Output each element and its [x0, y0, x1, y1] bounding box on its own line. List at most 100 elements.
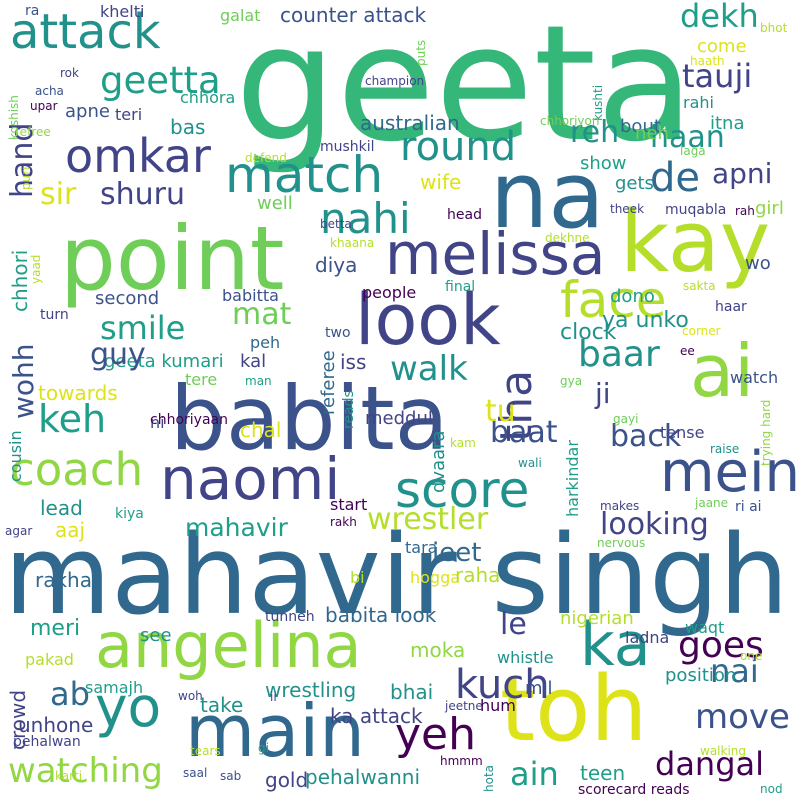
word-geeta-kumari: geeta kumari — [104, 351, 224, 372]
word-ii: ii — [270, 690, 277, 704]
word-ya-unko: ya unko — [602, 308, 689, 333]
word-gi: gi — [258, 741, 269, 755]
word-nai: nai — [710, 652, 759, 690]
word-teri: teri — [115, 105, 143, 124]
word-kay: kay — [620, 193, 771, 292]
word-waqt: waqt — [685, 618, 725, 637]
word-teen: teen — [580, 761, 626, 785]
word-laga: laga — [680, 144, 706, 158]
word-referee: referee — [318, 350, 339, 415]
word-ri-ai: ri ai — [735, 499, 762, 515]
word-face: face — [560, 271, 667, 329]
word-moka: moka — [410, 638, 466, 662]
word-rok: rok — [60, 66, 79, 80]
word-attack: attack — [10, 4, 161, 60]
word-dekhne: dekhne — [545, 231, 590, 245]
word-tauji: tauji — [682, 57, 753, 95]
word-chal: chal — [240, 418, 282, 442]
word-neh: neh — [635, 123, 669, 144]
word-people: people — [362, 283, 417, 302]
word-harkindar: harkindar — [563, 440, 582, 517]
word-hota: hota — [482, 764, 496, 792]
word-tere: tere — [185, 370, 218, 389]
word-shuru: shuru — [100, 177, 186, 212]
word-ab: ab — [50, 675, 90, 713]
word-counter-attack: counter attack — [280, 3, 427, 27]
word-ka-attack: ka attack — [330, 704, 423, 728]
word-mein: mein — [659, 440, 800, 505]
word-ladna: ladna — [625, 628, 670, 647]
word-naomi: naomi — [160, 445, 341, 513]
word-reads: reads — [341, 390, 357, 429]
word-samajh: samajh — [85, 678, 144, 697]
word-de: de — [650, 155, 700, 201]
word-sakta: sakta — [683, 279, 716, 293]
word-raise: raise — [710, 442, 740, 456]
word-watching: watching — [8, 751, 163, 791]
word-kam: kam — [450, 436, 476, 450]
word-kiya: kiya — [115, 506, 144, 522]
word-baat: baat — [490, 415, 558, 450]
word-towards: towards — [38, 381, 118, 405]
word-dangal: dangal — [655, 745, 765, 783]
word-wo: wo — [745, 253, 771, 274]
word-keh: keh — [38, 397, 107, 441]
word-bhot: bhot — [760, 21, 788, 35]
word-whistle: whistle — [497, 648, 554, 667]
word-hum: hum — [480, 696, 516, 715]
word-wrestling: wrestling — [265, 678, 357, 702]
word-khaana: khaana — [330, 236, 375, 250]
word-puri: puri — [19, 166, 33, 191]
word-show: show — [580, 153, 627, 174]
word-khelti: khelti — [100, 2, 145, 21]
word-walking: walking — [700, 744, 747, 758]
word-bhai: bhai — [390, 680, 434, 704]
word-pehalwanni: pehalwanni — [305, 765, 421, 789]
word-woh: woh — [178, 689, 203, 703]
word-ai: ai — [690, 329, 755, 413]
word-wali: wali — [518, 456, 542, 470]
word-one: one — [740, 649, 763, 663]
word-second: second — [95, 288, 160, 309]
word-haath: haath — [690, 54, 725, 68]
word-pakad: pakad — [25, 650, 74, 669]
word-apni: apni — [712, 157, 773, 190]
word-nervous: nervous — [597, 536, 646, 550]
word-baar: baar — [578, 334, 660, 375]
word-sab: sab — [220, 769, 242, 783]
word-chhoriyon: chhoriyon — [540, 114, 600, 128]
word-tunneh: tunneh — [265, 609, 315, 625]
word-trying-hard: trying hard — [759, 399, 773, 466]
word-bout: bout — [620, 116, 661, 137]
word-point: point — [60, 207, 285, 310]
word-nod: nod — [760, 782, 783, 796]
word-tu: tu — [485, 394, 516, 429]
word-haar: haar — [715, 299, 747, 315]
word-peh: peh — [250, 333, 281, 352]
word-rah: rah — [735, 204, 755, 218]
word-meri: meri — [30, 616, 81, 641]
word-galat: galat — [220, 6, 261, 25]
word-goes: goes — [678, 625, 764, 666]
word-tears: tears — [190, 744, 221, 758]
word-back: back — [610, 419, 682, 454]
word-come: come — [697, 36, 747, 57]
word-mahavir: mahavir — [185, 513, 288, 542]
word-acha: acha — [35, 84, 64, 98]
word-two: two — [325, 325, 351, 341]
word-kal: kal — [240, 351, 267, 372]
word-chhori: chhori — [8, 249, 32, 312]
word-kuch: kuch — [455, 662, 550, 708]
word-rakha: rakha — [35, 568, 92, 592]
word-match: match — [225, 146, 384, 204]
word-wohh: wohh — [7, 343, 40, 419]
word-mushkil: mushkil — [320, 139, 375, 155]
word-hogga: hogga — [410, 568, 461, 587]
word-bi: bi — [350, 568, 365, 587]
word-position: position — [665, 665, 737, 686]
word-jeet: jeet — [432, 538, 482, 568]
word-australian: australian — [360, 111, 460, 135]
word-ain: ain — [510, 755, 559, 793]
word-unhone: unhone — [18, 713, 94, 737]
